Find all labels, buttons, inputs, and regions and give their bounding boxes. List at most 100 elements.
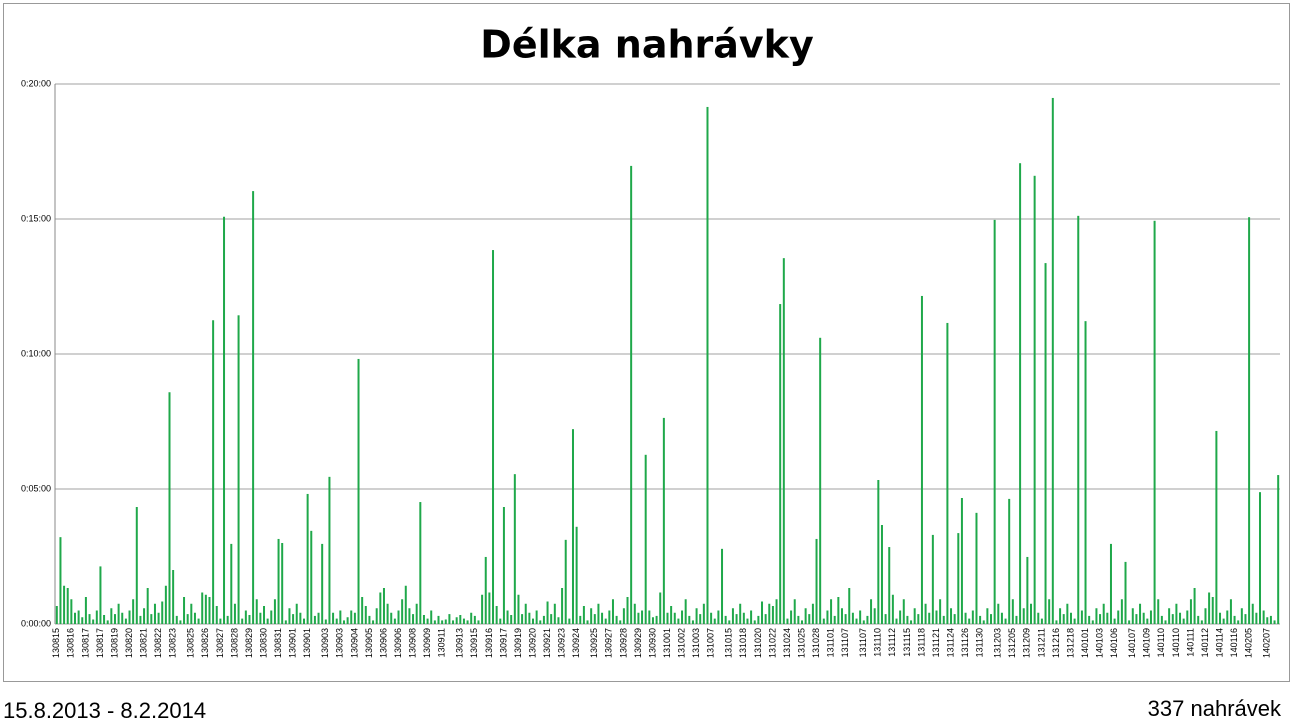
bar <box>404 585 407 624</box>
bar <box>764 614 767 624</box>
bar <box>295 603 298 624</box>
bar <box>230 543 233 624</box>
bar <box>1073 618 1076 624</box>
bar <box>153 603 156 624</box>
bar <box>688 615 691 624</box>
x-tick-label: 130831 <box>273 628 283 658</box>
bar <box>1019 163 1022 624</box>
bar <box>524 603 527 624</box>
bar <box>855 618 858 624</box>
bar <box>361 597 364 624</box>
bar <box>172 570 175 624</box>
bar <box>761 601 764 624</box>
bar <box>150 614 153 624</box>
bar <box>782 258 785 624</box>
bar <box>415 603 418 624</box>
x-tick-label: 130904 <box>349 628 359 658</box>
x-tick-label: 130823 <box>168 628 178 658</box>
x-tick-label: 131025 <box>796 628 806 658</box>
bar <box>971 610 974 624</box>
bar <box>1011 599 1014 624</box>
bar <box>1000 612 1003 624</box>
bar <box>248 615 251 624</box>
bar <box>350 610 353 624</box>
x-tick-label: 130826 <box>200 628 210 658</box>
x-tick-label: 131124 <box>945 628 955 657</box>
bar <box>986 608 989 624</box>
bar <box>833 615 836 624</box>
bar <box>800 620 803 624</box>
x-tick-label: 131209 <box>1022 628 1032 658</box>
bar <box>997 603 1000 624</box>
bar <box>1109 543 1112 624</box>
bar <box>1008 498 1011 624</box>
bar <box>651 617 654 624</box>
x-tick-label: 131007 <box>705 628 715 658</box>
bar <box>815 538 818 624</box>
x-tick-label: 130917 <box>498 628 508 658</box>
x-tick-label: 130903 <box>320 628 330 658</box>
bar <box>117 603 120 624</box>
x-tick-label: 130815 <box>51 628 61 658</box>
bar <box>99 566 102 624</box>
bar <box>859 610 862 624</box>
bar <box>684 599 687 624</box>
bar <box>448 614 451 624</box>
bar <box>313 615 316 624</box>
x-tick-label: 131115 <box>902 628 912 657</box>
x-tick-label: 130821 <box>138 628 148 658</box>
bar <box>55 606 58 624</box>
bar <box>139 615 142 624</box>
bar <box>1193 588 1196 624</box>
bar <box>1171 614 1174 624</box>
bar <box>840 608 843 624</box>
x-tick-label: 130927 <box>604 628 614 658</box>
bar <box>880 525 883 624</box>
x-tick-label: 131024 <box>782 628 792 658</box>
bar <box>641 610 644 624</box>
bar <box>521 614 524 624</box>
bar <box>724 615 727 624</box>
bar <box>873 608 876 624</box>
bar <box>819 337 822 624</box>
bar <box>619 620 622 624</box>
bar <box>499 618 502 624</box>
bar <box>710 612 713 624</box>
bar <box>979 615 982 624</box>
bar <box>822 618 825 624</box>
bar <box>597 603 600 624</box>
bar <box>939 599 942 624</box>
x-tick-label: 131022 <box>767 628 777 658</box>
bar <box>77 610 80 624</box>
bar <box>728 620 731 624</box>
bar <box>437 615 440 624</box>
bar <box>1048 599 1051 624</box>
x-tick-label: 140109 <box>1142 628 1152 658</box>
bar <box>601 612 604 624</box>
bar <box>532 618 535 624</box>
bar <box>851 612 854 624</box>
bar <box>1244 614 1247 624</box>
bar <box>157 612 160 624</box>
x-tick-label: 130828 <box>229 628 239 658</box>
bar <box>302 618 305 624</box>
bar <box>928 612 931 624</box>
x-tick-label: 130827 <box>215 628 225 658</box>
bar <box>426 618 429 624</box>
x-tick-label: 131001 <box>662 628 672 658</box>
bar <box>546 601 549 624</box>
x-tick-label: 131126 <box>960 628 970 657</box>
bar <box>281 543 284 624</box>
bar <box>412 614 415 624</box>
bar <box>513 474 516 624</box>
bar <box>1051 97 1054 624</box>
x-tick-label: 140207 <box>1262 628 1272 658</box>
bar <box>84 597 87 624</box>
bar <box>430 610 433 624</box>
bar <box>888 547 891 624</box>
bar <box>473 615 476 624</box>
bar <box>1113 618 1116 624</box>
bar <box>910 620 913 624</box>
x-tick-label: 130903 <box>335 628 345 658</box>
x-tick-label: 140110 <box>1156 628 1166 657</box>
